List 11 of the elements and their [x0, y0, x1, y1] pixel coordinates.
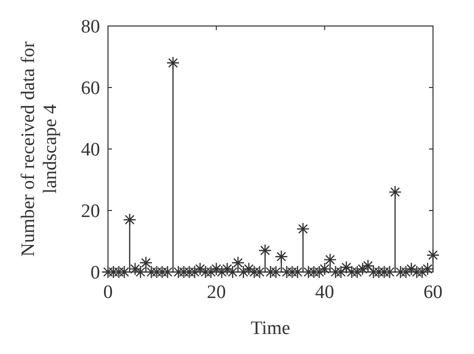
- x-tick-label: 60: [424, 282, 442, 303]
- y-tick-label: 60: [81, 78, 100, 100]
- x-axis-title: Time: [250, 318, 290, 339]
- x-tick-label: 20: [206, 282, 226, 303]
- y-tick-label: 80: [81, 16, 100, 38]
- y-tick-label: 40: [81, 140, 100, 161]
- y-tick-label: 0: [90, 262, 100, 284]
- y-tick-label: 20: [81, 201, 100, 222]
- x-tick-label: 0: [103, 282, 113, 303]
- x-tick-label: 40: [315, 282, 334, 303]
- y-axis-title: Number of received data for landscape 4: [17, 40, 62, 259]
